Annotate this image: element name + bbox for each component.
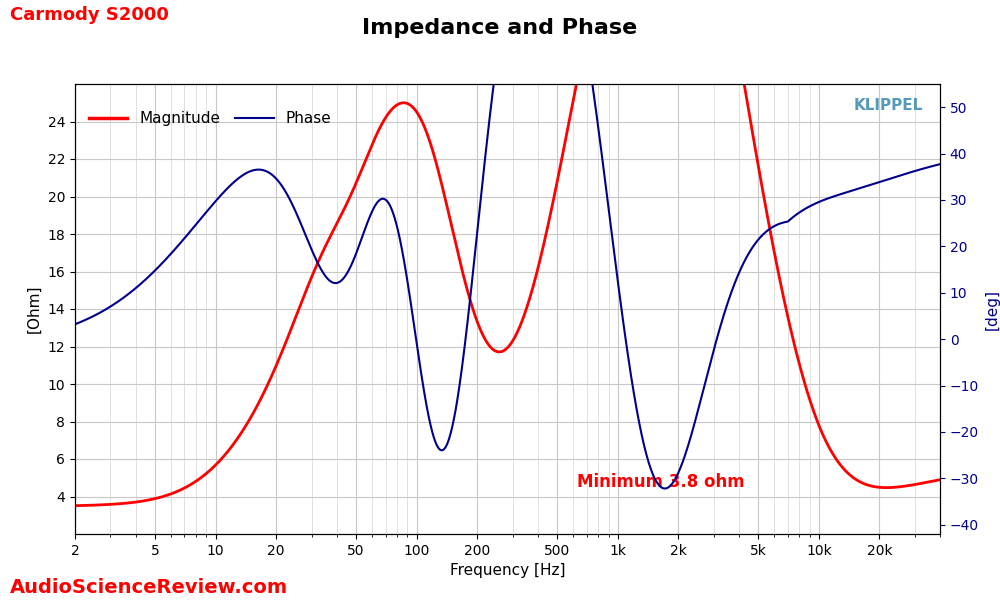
Magnitude (226, 442, 238, 449)
Phase (226, 180, 238, 187)
Magnitude (69, 502, 81, 509)
Magnitude (399, 100, 411, 107)
Y-axis label: [deg]: [deg] (985, 289, 1000, 329)
Phase (399, 266, 411, 273)
Line: Magnitude: Magnitude (75, 0, 940, 506)
Magnitude (780, 307, 792, 314)
X-axis label: Frequency [Hz]: Frequency [Hz] (450, 563, 565, 578)
Phase (781, 218, 793, 226)
Y-axis label: [Ohm]: [Ohm] (27, 285, 42, 333)
Phase (69, 320, 81, 328)
Text: Impedance and Phase: Impedance and Phase (362, 18, 638, 38)
Phase (632, 412, 644, 419)
Phase (934, 161, 946, 168)
Text: Carmody S2000: Carmody S2000 (10, 6, 169, 24)
Phase (715, 322, 727, 329)
Line: Phase: Phase (75, 0, 940, 488)
Legend: Magnitude, Phase: Magnitude, Phase (83, 105, 338, 133)
Magnitude (934, 476, 946, 484)
Text: Minimum 3.8 ohm: Minimum 3.8 ohm (577, 473, 744, 491)
Text: KLIPPEL: KLIPPEL (853, 97, 923, 113)
Text: AudioScienceReview.com: AudioScienceReview.com (10, 578, 288, 597)
Phase (588, 92, 600, 99)
Phase (659, 485, 671, 492)
Magnitude (588, 0, 600, 1)
